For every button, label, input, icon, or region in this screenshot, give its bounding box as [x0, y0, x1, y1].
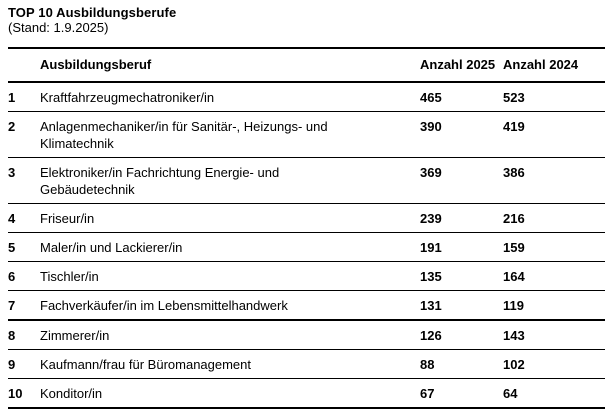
table-row: 6 Tischler/in 135 164: [8, 262, 605, 291]
count-2025-cell: 390: [420, 119, 442, 134]
table-row: 10 Konditor/in 67 64: [8, 379, 605, 408]
occupation-column-header: Ausbildungsberuf: [40, 57, 152, 72]
count-2024-cell: 119: [503, 298, 524, 313]
count-2025-cell: 67: [420, 386, 435, 401]
occupation-cell: Friseur/in: [40, 211, 95, 226]
count-2024-column-header: Anzahl 2024: [503, 57, 579, 72]
count-2024-cell: 164: [503, 269, 525, 284]
table-head: Ausbildungsberuf Anzahl 2025 Anzahl 2024: [8, 48, 605, 82]
rank-cell: 5: [8, 240, 16, 255]
rank-cell: 4: [8, 211, 16, 226]
count-2024-cell: 216: [503, 211, 525, 226]
rank-cell: 10: [8, 386, 23, 401]
rank-cell: 7: [8, 298, 16, 313]
occupation-cell: Maler/in und Lackierer/in: [40, 240, 183, 255]
count-2025-cell: 191: [420, 240, 442, 255]
occupation-cell: Kraftfahrzeugmechatroniker/in: [40, 90, 215, 105]
count-2025-cell: 135: [420, 269, 442, 284]
count-2025-cell: 369: [420, 165, 442, 180]
count-2025-cell: 126: [420, 328, 442, 343]
top10-ausbildungsberufe-table: Ausbildungsberuf Anzahl 2025 Anzahl 2024…: [8, 47, 605, 409]
table-row: 8 Zimmerer/in 126 143: [8, 320, 605, 350]
count-2024-cell: 419: [503, 119, 525, 134]
occupation-cell: Konditor/in: [40, 386, 103, 401]
table-row: 3 Elektroniker/in Fachrichtung Energie- u…: [8, 158, 605, 204]
page-subtitle: (Stand: 1.9.2025): [8, 20, 109, 35]
count-2024-cell: 386: [503, 165, 525, 180]
count-2025-cell: 465: [420, 90, 442, 105]
table-row: 9 Kaufmann/frau für Büromanagement 88 102: [8, 350, 605, 379]
count-2025-column-header: Anzahl 2025: [420, 57, 496, 72]
table-row: 5 Maler/in und Lackierer/in 191 159: [8, 233, 605, 262]
occupation-cell: Anlagenmechaniker/in für Sanitär-, Heizu…: [40, 119, 328, 151]
count-2025-cell: 239: [420, 211, 442, 226]
table-body: 1 Kraftfahrzeugmechatroniker/in 465 523 2 Anl…: [8, 82, 605, 408]
rank-cell: 1: [8, 90, 16, 105]
rank-cell: 9: [8, 357, 16, 372]
rank-cell: 6: [8, 269, 16, 284]
table-row: 7 Fachverkäufer/in im Lebensmittelhandwer…: [8, 291, 605, 320]
count-2024-cell: 64: [503, 386, 518, 401]
table-row: 2 Anlagenmechaniker/in für Sanitär-, Heiz…: [8, 112, 605, 158]
occupation-cell: Kaufmann/frau für Büromanagement: [40, 357, 252, 372]
count-2025-cell: 131: [420, 298, 442, 313]
count-2024-cell: 143: [503, 328, 525, 343]
count-2024-cell: 523: [503, 90, 525, 105]
count-2025-cell: 88: [420, 357, 435, 372]
rank-cell: 8: [8, 328, 16, 343]
page-title: TOP 10 Ausbildungsberufe: [8, 5, 177, 20]
occupation-cell: Zimmerer/in: [40, 328, 110, 343]
count-2024-cell: 102: [503, 357, 525, 372]
occupation-cell: Fachverkäufer/in im Lebensmittelhandwerk: [40, 298, 288, 313]
rank-cell: 3: [8, 165, 16, 180]
count-2024-cell: 159: [503, 240, 525, 255]
table-header-row: Ausbildungsberuf Anzahl 2025 Anzahl 2024: [8, 48, 605, 82]
occupation-cell: Elektroniker/in Fachrichtung Energie- un…: [40, 165, 280, 197]
table-row: 4 Friseur/in 239 216: [8, 204, 605, 233]
rank-cell: 2: [8, 119, 16, 134]
table-row: 1 Kraftfahrzeugmechatroniker/in 465 523: [8, 82, 605, 112]
rank-column-header: [8, 48, 40, 82]
occupation-cell: Tischler/in: [40, 269, 99, 284]
